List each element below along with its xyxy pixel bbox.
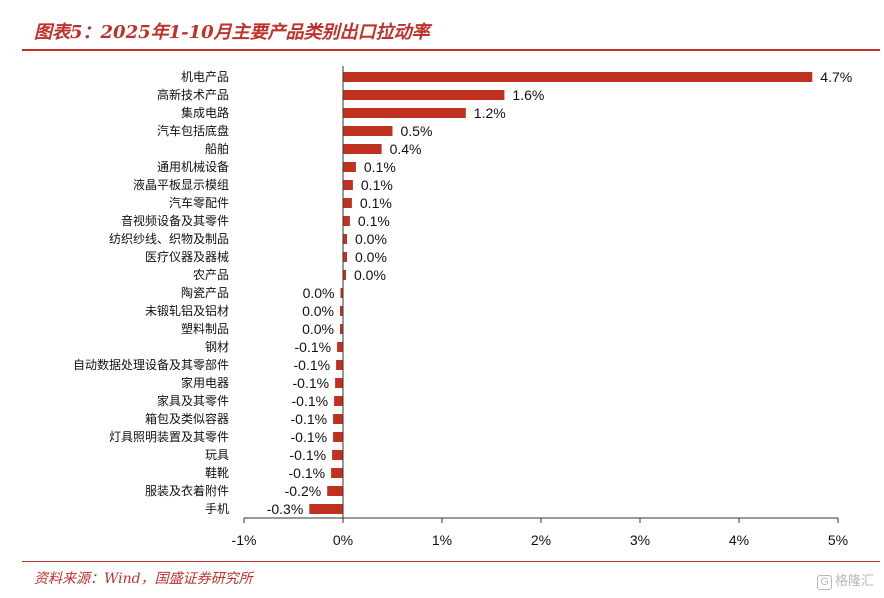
x-tick-label: 0% (333, 532, 353, 548)
value-label: 0.0% (355, 249, 387, 265)
bar (335, 378, 343, 388)
bars (309, 72, 813, 514)
watermark-logo-icon: G (817, 575, 832, 590)
category-label: 纺织纱线、织物及制品 (109, 232, 229, 246)
value-label: -0.2% (285, 483, 322, 499)
watermark: G 格隆汇 (817, 570, 874, 590)
category-label: 塑料制品 (181, 321, 229, 336)
value-label: -0.1% (293, 375, 330, 391)
watermark-text: 格隆汇 (834, 573, 874, 588)
bar (343, 144, 382, 154)
category-label: 音视频设备及其零件 (121, 213, 229, 228)
bar (331, 468, 343, 478)
bar (343, 198, 352, 208)
chart-title: 图表5：2025年1-10月主要产品类别出口拉动率 (34, 22, 430, 43)
bar (343, 252, 347, 262)
category-labels: 机电产品高新技术产品集成电路汽车包括底盘船舶通用机械设备液晶平板显示模组汽车零配… (73, 70, 229, 516)
bar (340, 306, 343, 316)
value-label: -0.1% (289, 465, 326, 481)
value-label: 0.0% (302, 303, 334, 319)
category-label: 服装及衣着附件 (145, 483, 229, 498)
x-tick-label: 3% (630, 532, 650, 548)
x-tick-label: 2% (531, 532, 551, 548)
x-tick-label: 4% (729, 532, 749, 548)
bar (333, 414, 343, 424)
value-label: -0.1% (294, 357, 331, 373)
value-label: 0.5% (401, 123, 433, 139)
category-label: 集成电路 (181, 105, 229, 120)
value-label: 0.0% (302, 321, 334, 337)
value-label: 0.0% (354, 267, 386, 283)
bar (343, 126, 393, 136)
title-rule (22, 49, 880, 51)
source-note: 资料来源：Wind，国盛证券研究所 (34, 571, 253, 587)
value-label: -0.1% (292, 393, 329, 409)
bar (343, 162, 356, 172)
value-label: -0.1% (291, 411, 328, 427)
bar (309, 504, 343, 514)
category-label: 自动数据处理设备及其零部件 (73, 357, 229, 372)
value-label: 4.7% (820, 69, 852, 85)
x-tick-label: -1% (232, 532, 257, 548)
category-label: 船舶 (205, 141, 229, 156)
category-label: 家用电器 (181, 375, 229, 390)
value-label: 0.1% (358, 213, 390, 229)
category-label: 家具及其零件 (157, 393, 229, 408)
value-label: 0.4% (390, 141, 422, 157)
value-label: -0.1% (291, 429, 328, 445)
category-label: 农产品 (193, 268, 229, 282)
category-label: 箱包及类似容器 (145, 411, 229, 426)
category-label: 机电产品 (181, 70, 229, 84)
x-axis-ticks: -1% 0% 1% 2% 3% 4% 5% (232, 518, 848, 548)
value-label: -0.1% (295, 339, 332, 355)
value-label: -0.1% (290, 447, 327, 463)
bar (343, 180, 353, 190)
category-label: 医疗仪器及器械 (145, 249, 229, 264)
x-tick-label: 5% (828, 532, 848, 548)
bar (340, 324, 343, 334)
bar (340, 288, 343, 298)
category-label: 钢材 (205, 340, 229, 354)
value-label: -0.3% (267, 501, 304, 517)
value-label: 0.0% (303, 285, 335, 301)
bar (327, 486, 343, 496)
bar (343, 90, 505, 100)
category-label: 未锻轧铝及铝材 (145, 303, 229, 318)
source-rule (22, 561, 880, 562)
bar (336, 360, 343, 370)
category-label: 汽车零配件 (169, 195, 229, 210)
bar (333, 432, 343, 442)
value-label: 0.1% (364, 159, 396, 175)
bar (343, 270, 346, 280)
bar (337, 342, 343, 352)
bar (332, 450, 343, 460)
category-label: 汽车包括底盘 (157, 123, 229, 138)
category-label: 通用机械设备 (157, 159, 229, 174)
category-label: 灯具照明装置及其零件 (109, 430, 229, 444)
category-label: 液晶平板显示模组 (133, 177, 229, 192)
value-label: 1.2% (474, 105, 506, 121)
bar (334, 396, 343, 406)
category-label: 高新技术产品 (157, 87, 229, 102)
category-label: 陶瓷产品 (181, 285, 229, 300)
bar (343, 234, 347, 244)
value-label: 0.1% (360, 195, 392, 211)
bar (343, 72, 813, 82)
x-tick-label: 1% (432, 532, 452, 548)
bar (343, 216, 350, 226)
value-label: 0.0% (355, 231, 387, 247)
category-label: 手机 (205, 502, 229, 516)
category-label: 玩具 (205, 448, 229, 462)
value-labels: 4.7% 1.6% 1.2% 0.5% 0.4% 0.1% 0.1% 0.1% 0.1% 0.0%… (267, 69, 853, 517)
bar (343, 108, 466, 118)
value-label: 1.6% (512, 87, 544, 103)
value-label: 0.1% (361, 177, 393, 193)
category-label: 鞋靴 (205, 465, 229, 480)
